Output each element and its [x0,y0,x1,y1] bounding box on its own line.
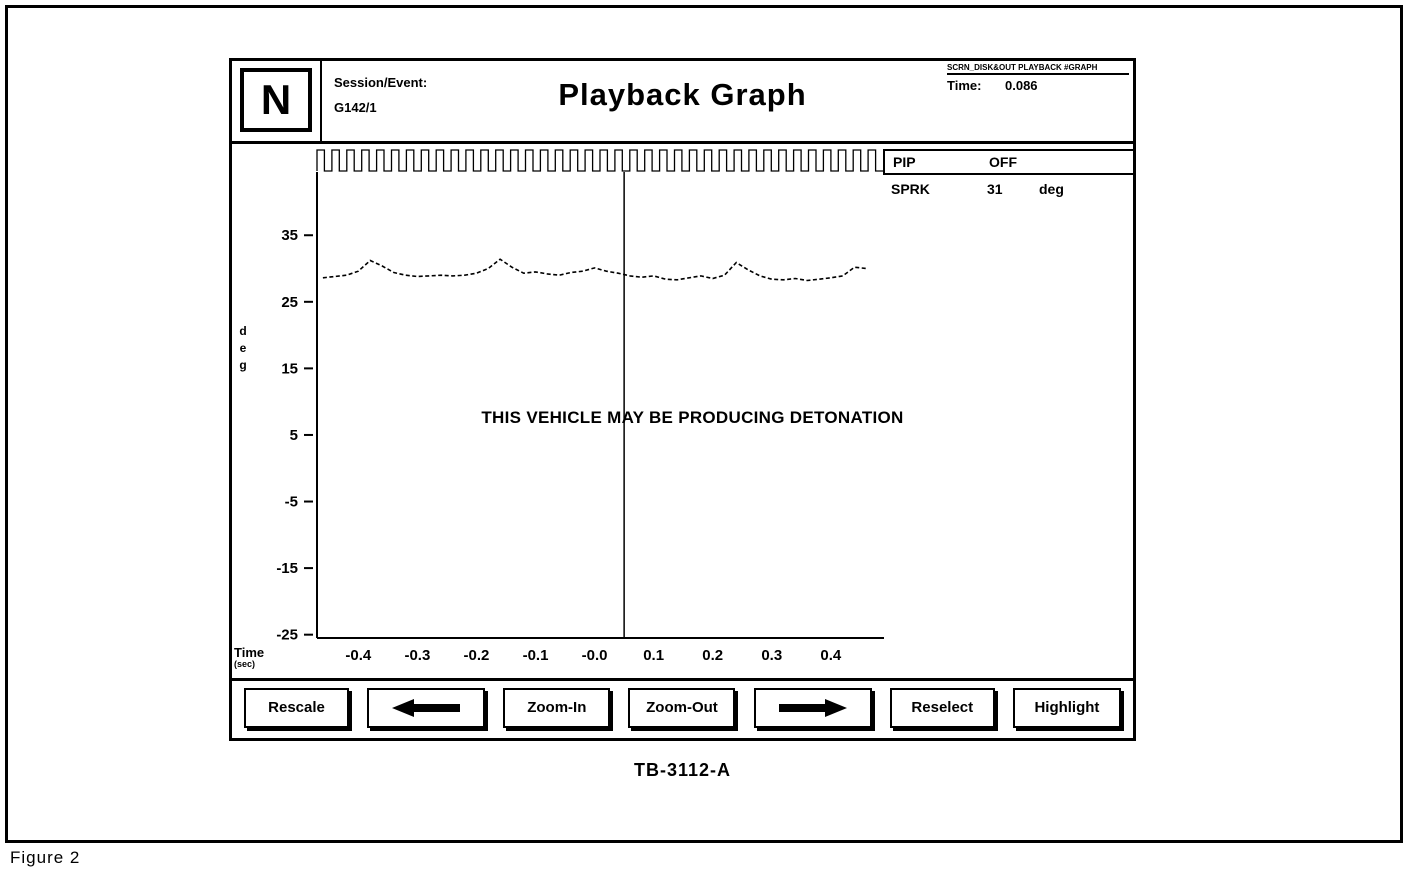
time-readout: Time: 0.086 [947,78,1129,93]
figure-caption: Figure 2 [10,848,81,867]
pip-waveform [316,149,883,172]
header-right: SCRN_DISK&OUT PLAYBACK #GRAPH Time: 0.08… [947,63,1129,93]
x-axis-label-text: Time [234,645,265,660]
session-label: Session/Event: [334,75,428,90]
x-tick-label: -0.1 [523,647,549,664]
playback-plot: 35 25 15 5 -5 -15 -25 -0.4 -0.3 -0.2 -0.1 -0.0 0.1 0.… [276,149,884,664]
time-label: Time: [947,78,982,93]
x-tick-label: -0.2 [464,647,490,664]
sprk-label: SPRK [891,181,930,197]
screen-path: SCRN_DISK&OUT PLAYBACK #GRAPH [947,63,1129,75]
pip-value: OFF [989,154,1017,170]
x-tick-label: -0.4 [345,647,372,664]
sprk-row: SPRK 31 deg [883,175,1133,203]
page-title: Playback Graph [558,77,807,112]
detonation-warning: THIS VEHICLE MAY BE PRODUCING DETONATION [481,408,904,427]
graph-area: 35 25 15 5 -5 -15 -25 -0.4 -0.3 -0.2 -0.1 -0.0 0.1 0.… [232,144,1133,678]
x-tick-label: 0.3 [761,647,782,664]
y-tick-label: -15 [276,560,298,577]
y-axis-label: deg [236,324,250,375]
time-value: 0.086 [1005,78,1038,93]
y-tick-label: -5 [285,494,298,511]
x-tick-label: -0.0 [582,647,608,664]
pip-row: PIP OFF [883,149,1133,175]
y-tick-label: -25 [276,627,298,644]
x-tick-label: 0.4 [820,647,842,664]
highlight-button[interactable]: Highlight [1012,687,1121,728]
figure-code: TB-3112-A [633,760,732,780]
document-frame: N Session/Event: G142/1 Playback Graph S… [5,5,1403,843]
x-axis-label: Time (sec) [234,645,265,670]
header-divider [320,61,322,141]
zoom-in-button[interactable]: Zoom-In [503,687,611,728]
y-tick-label: 15 [281,360,298,377]
session-value: G142/1 [334,99,377,115]
x-tick-label: -0.3 [404,647,430,664]
screen-header: N Session/Event: G142/1 Playback Graph S… [232,61,1133,144]
sprk-unit: deg [1039,181,1064,197]
arrow-right-icon [778,698,847,717]
sprk-trace [322,258,867,282]
step-right-button[interactable] [753,687,872,728]
step-left-button[interactable] [367,687,486,728]
logo-letter: N [260,76,292,123]
tester-screen: N Session/Event: G142/1 Playback Graph S… [229,58,1136,741]
y-tick-label: 35 [281,227,298,244]
session-block: Session/Event: G142/1 [334,71,427,120]
rescale-button[interactable]: Rescale [244,687,349,728]
reselect-button[interactable]: Reselect [889,687,995,728]
arrow-left-icon [392,698,461,717]
x-tick-label: 0.1 [643,647,664,664]
logo-n: N [240,68,312,132]
x-tick-label: 0.2 [702,647,723,664]
y-tick-label: 25 [281,294,298,311]
signal-panel: PIP OFF SPRK 31 deg [883,149,1133,203]
sprk-value: 31 [987,181,1003,197]
x-axis-unit: (sec) [234,659,256,670]
toolbar: Rescale Zoom-In Zoom-Out Reselect Highli… [232,678,1133,738]
zoom-out-button[interactable]: Zoom-Out [628,687,736,728]
y-tick-label: 5 [290,427,298,444]
pip-label: PIP [893,154,916,170]
